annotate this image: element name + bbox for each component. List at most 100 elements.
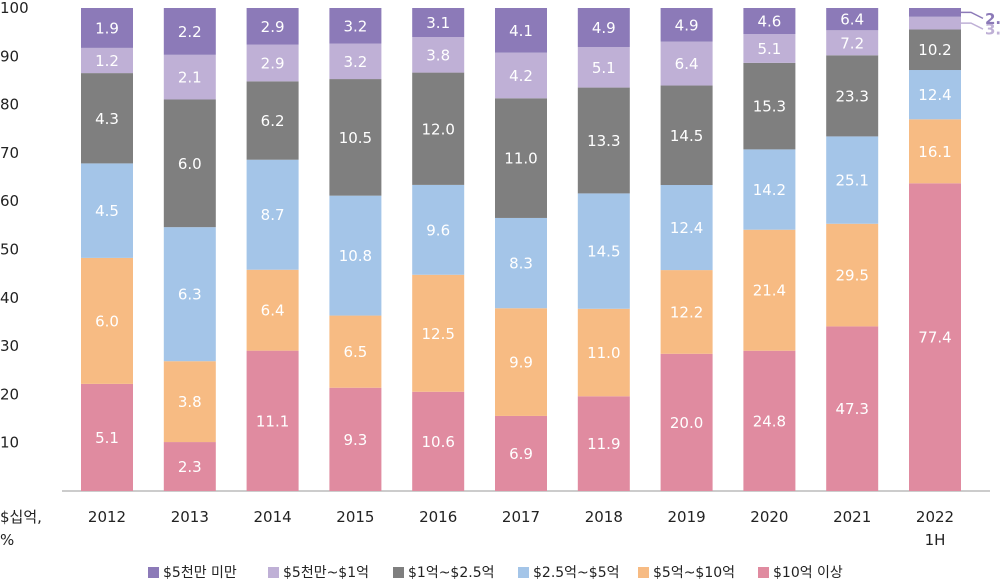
data-label: 14.2 <box>753 181 786 199</box>
data-label: 3.1 <box>426 14 450 32</box>
data-label: 2.9 <box>261 55 285 73</box>
bar-segment <box>909 8 961 17</box>
data-label: 7.2 <box>840 34 864 52</box>
data-label: 3.8 <box>426 46 450 64</box>
legend-swatch <box>638 567 649 578</box>
data-label: 4.9 <box>675 16 699 34</box>
x-tick-label: 2019 <box>668 508 706 526</box>
data-label: 4.6 <box>757 13 781 31</box>
data-label: 11.1 <box>256 412 289 430</box>
bar-segment <box>743 350 796 491</box>
bar-segment <box>81 73 133 164</box>
data-label: 1.2 <box>95 52 119 70</box>
bar-segment <box>329 315 382 388</box>
x-tick-label: 2022 1H <box>916 508 954 549</box>
data-label: 25.1 <box>835 172 868 190</box>
data-label: 2.9 <box>261 18 285 36</box>
bar-segment <box>826 326 879 491</box>
y-tick-label: 20 <box>0 385 19 403</box>
bar-segment <box>412 37 465 73</box>
x-tick-label: 2012 <box>88 508 126 526</box>
y-tick-label: 30 <box>0 337 19 355</box>
leader-line <box>957 22 984 30</box>
data-label: 9.6 <box>426 221 450 239</box>
data-label: 4.3 <box>95 110 119 128</box>
data-label: 8.3 <box>509 255 533 273</box>
data-label: 24.8 <box>753 412 786 430</box>
data-label: 20.0 <box>670 414 703 432</box>
data-label: 3.8 <box>178 393 202 411</box>
data-label: 12.5 <box>421 325 454 343</box>
bar-segment <box>577 308 630 397</box>
data-label: 3.2 <box>343 53 367 71</box>
legend-swatch <box>758 567 769 578</box>
data-label: 9.3 <box>343 431 367 449</box>
data-label: 23.3 <box>835 87 868 105</box>
bar-segment <box>246 81 299 160</box>
bar-segment <box>163 99 216 228</box>
bar-segment <box>412 8 465 38</box>
bar-segment <box>495 98 547 218</box>
bar-segment <box>826 8 879 31</box>
data-label: 5.1 <box>592 59 616 77</box>
bar-segment <box>660 353 713 491</box>
bar-segment <box>495 415 547 491</box>
bar-segment <box>412 274 465 392</box>
bar-segment <box>577 396 630 491</box>
bar-segment <box>246 159 299 270</box>
bar-segment <box>577 46 630 88</box>
data-label: 29.5 <box>835 267 868 285</box>
x-tick-label: 2017 <box>502 508 540 526</box>
y-tick-label: 80 <box>0 95 19 113</box>
bar-segment <box>826 55 879 137</box>
bar-segment <box>163 54 216 100</box>
bar-segment <box>81 163 133 258</box>
bar-segment <box>909 183 961 492</box>
data-label: 6.0 <box>95 312 119 330</box>
data-label: 8.7 <box>261 206 285 224</box>
data-label: 5.1 <box>757 40 781 58</box>
data-label: 6.4 <box>840 11 864 29</box>
bar-segment <box>909 70 961 120</box>
bar-segment <box>412 391 465 491</box>
x-tick-label: 2021 <box>833 508 871 526</box>
leader-line <box>957 11 984 20</box>
x-tick-label: 2020 <box>750 508 788 526</box>
bar-segment <box>163 227 216 362</box>
data-label: 2.2 <box>985 10 1000 28</box>
data-label: 6.3 <box>178 286 202 304</box>
data-label: 5.1 <box>95 429 119 447</box>
bar-segment <box>412 184 465 275</box>
bar-segment <box>577 193 630 309</box>
data-label: 12.4 <box>670 219 703 237</box>
legend-label: $1억~$2.5억 <box>408 565 494 581</box>
y-tick-label: 50 <box>0 240 19 258</box>
y-tick-label: 90 <box>0 47 19 65</box>
data-label: 3.2 <box>985 21 1000 39</box>
y-tick-label: 10 <box>0 433 19 451</box>
bar-segment <box>743 229 796 351</box>
bar-segment <box>246 44 299 82</box>
bar-segment <box>660 85 713 186</box>
bar-segment <box>329 195 382 316</box>
bar-segment <box>909 119 961 184</box>
data-label: 14.5 <box>587 243 620 261</box>
bar-segment <box>743 8 796 35</box>
data-label: 12.0 <box>421 120 454 138</box>
y-axis-label: $십억,% <box>0 508 42 549</box>
legend-label: $5천만~$1억 <box>283 565 369 581</box>
data-label: 77.4 <box>918 329 951 347</box>
bar-segment <box>81 8 133 48</box>
data-label: 12.2 <box>670 303 703 321</box>
bar-segment <box>743 62 796 150</box>
bar-segment <box>163 361 216 443</box>
data-label: 3.2 <box>343 17 367 35</box>
data-label: 4.2 <box>509 67 533 85</box>
bar-segment <box>329 8 382 44</box>
data-label: 10.8 <box>339 247 372 265</box>
data-label: 11.0 <box>587 344 620 362</box>
data-label: 13.3 <box>587 132 620 150</box>
legend-label: $10억 이상 <box>773 565 843 581</box>
data-label: 2.3 <box>178 458 202 476</box>
